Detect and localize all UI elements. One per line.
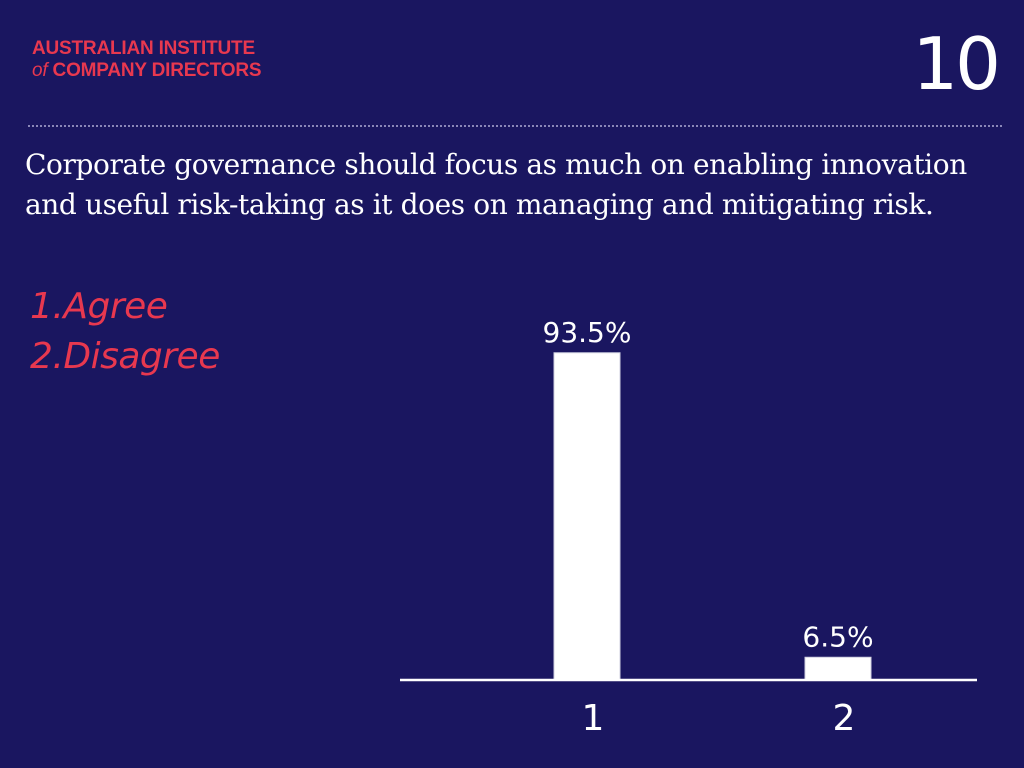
bar-value-label-1: 93.5% bbox=[543, 316, 632, 349]
option-disagree: 2.Disagree bbox=[30, 336, 220, 377]
question-text: Corporate governance should focus as muc… bbox=[25, 148, 967, 221]
dotted-divider bbox=[28, 125, 1002, 127]
x-tick-label-2: 2 bbox=[833, 698, 856, 739]
logo-line-2: of COMPANY DIRECTORS bbox=[32, 60, 262, 82]
answer-options: 1.Agree 2.Disagree bbox=[30, 282, 220, 382]
aicd-logo: AUSTRALIAN INSTITUTE of COMPANY DIRECTOR… bbox=[32, 38, 262, 82]
slide-number: 10 bbox=[912, 22, 1001, 106]
bar-1 bbox=[553, 352, 621, 681]
option-agree: 1.Agree bbox=[30, 286, 168, 327]
bar-value-label-2: 6.5% bbox=[802, 620, 873, 653]
logo-line-1: AUSTRALIAN INSTITUTE bbox=[32, 38, 255, 59]
bar-2 bbox=[804, 656, 872, 681]
logo-company-directors: COMPANY DIRECTORS bbox=[52, 60, 262, 81]
logo-of: of bbox=[32, 60, 48, 81]
x-tick-label-1: 1 bbox=[582, 698, 605, 739]
